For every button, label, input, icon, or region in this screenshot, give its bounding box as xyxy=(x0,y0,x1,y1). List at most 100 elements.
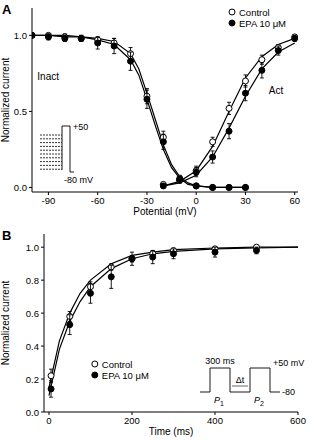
data-point xyxy=(95,40,101,46)
legend-marker xyxy=(229,20,235,26)
data-point xyxy=(62,35,68,41)
data-point xyxy=(111,43,117,49)
annotation-part: 1 xyxy=(220,400,224,407)
error-bar xyxy=(171,249,175,259)
protocol-step xyxy=(40,154,62,155)
protocol-step xyxy=(40,169,62,170)
protocol-step xyxy=(40,146,62,147)
data-point xyxy=(144,96,150,102)
x-tick-label: 30 xyxy=(240,195,251,206)
curve-label: Inact xyxy=(37,71,59,82)
annotation-part: 2 xyxy=(260,400,264,407)
fit-curve xyxy=(32,35,245,187)
data-point xyxy=(193,183,199,189)
data-point xyxy=(108,274,114,280)
legend-label: EPA 10 μM xyxy=(239,18,286,29)
fit-curve xyxy=(163,38,294,186)
error-bar xyxy=(243,86,247,101)
legend-marker xyxy=(92,372,98,378)
data-point xyxy=(212,249,218,255)
x-axis-label: Potential (mV) xyxy=(133,206,196,217)
error-bar xyxy=(227,124,231,139)
y-tick xyxy=(41,346,44,347)
figure: A-90-60-30030600.00.51.0Potential (mV)No… xyxy=(0,0,317,440)
legend-marker xyxy=(229,9,235,15)
x-axis xyxy=(44,412,298,413)
error-bar xyxy=(161,134,165,149)
error-bar xyxy=(276,46,280,55)
data-point xyxy=(210,139,216,145)
error-bar xyxy=(46,34,50,40)
panel-letter: B xyxy=(2,228,11,243)
data-point xyxy=(210,184,216,190)
error-bar xyxy=(88,283,92,303)
x-tick-label: 60 xyxy=(289,195,300,206)
protocol-pulse xyxy=(200,368,280,392)
legend: ControlEPA 10 μM xyxy=(92,359,149,381)
data-point xyxy=(48,386,54,392)
y-tick xyxy=(41,412,44,413)
annotation: -80 xyxy=(282,387,295,397)
data-point xyxy=(78,35,84,41)
annotation: P1 xyxy=(214,395,224,407)
panel-0: A-90-60-30030600.00.51.0Potential (mV)No… xyxy=(0,2,300,217)
data-point xyxy=(253,247,259,253)
legend: ControlEPA 10 μM xyxy=(229,7,286,29)
x-tick-label: 0 xyxy=(194,195,199,206)
error-bar xyxy=(130,252,134,265)
data-point xyxy=(242,78,248,84)
data-point xyxy=(128,58,134,64)
error-bar xyxy=(79,35,83,41)
y-axis-label: Normalized current xyxy=(0,58,11,143)
error-bar xyxy=(178,177,182,183)
data-point xyxy=(193,183,199,189)
curve-label: Act xyxy=(269,85,284,96)
error-bar xyxy=(211,151,215,163)
error-bar xyxy=(254,247,258,254)
data-point xyxy=(226,105,232,111)
legend-label: EPA 10 μM xyxy=(102,370,149,381)
y-tick-label: 0.2 xyxy=(26,374,39,385)
annotation: 300 ms xyxy=(205,356,235,366)
y-tick-label: 1.0 xyxy=(26,242,39,253)
error-bar xyxy=(129,52,133,70)
x-tick-label: 0 xyxy=(46,415,51,426)
error-bar xyxy=(178,177,182,183)
x-tick-label: 400 xyxy=(207,415,223,426)
data-point xyxy=(226,128,232,134)
legend-label: Control xyxy=(102,359,133,370)
error-bar xyxy=(112,38,116,53)
error-bar xyxy=(178,177,182,183)
x-tick-label: 200 xyxy=(124,415,140,426)
data-point xyxy=(48,373,54,379)
protocol-inset: +50-80 mV xyxy=(40,122,93,185)
data-point xyxy=(226,184,232,190)
y-tick xyxy=(29,35,32,36)
error-bar xyxy=(109,265,113,288)
y-tick xyxy=(41,247,44,248)
data-point xyxy=(210,184,216,190)
data-point xyxy=(193,169,199,175)
fit-curve xyxy=(49,247,298,395)
legend-marker xyxy=(92,361,98,367)
data-point xyxy=(242,184,248,190)
error-bar xyxy=(194,168,198,177)
x-tick-label: -90 xyxy=(42,195,56,206)
data-point xyxy=(275,48,281,54)
error-bar xyxy=(213,247,217,257)
annotation: -80 mV xyxy=(64,175,93,185)
y-tick-label: 0.0 xyxy=(26,407,39,418)
x-tick-label: -60 xyxy=(91,195,105,206)
protocol-gap xyxy=(232,386,248,387)
protocol-inset: 300 msΔtP1P2+50 mV-80 xyxy=(200,356,304,407)
error-bar xyxy=(130,255,134,262)
y-tick xyxy=(41,379,44,380)
y-tick xyxy=(41,280,44,281)
plot-area xyxy=(48,244,298,397)
fit-curve xyxy=(163,43,294,186)
y-axis xyxy=(44,234,45,412)
data-point xyxy=(129,256,135,262)
x-axis-label: Time (ms) xyxy=(149,426,194,437)
data-point xyxy=(177,177,183,183)
y-tick-label: 1.0 xyxy=(14,30,27,41)
